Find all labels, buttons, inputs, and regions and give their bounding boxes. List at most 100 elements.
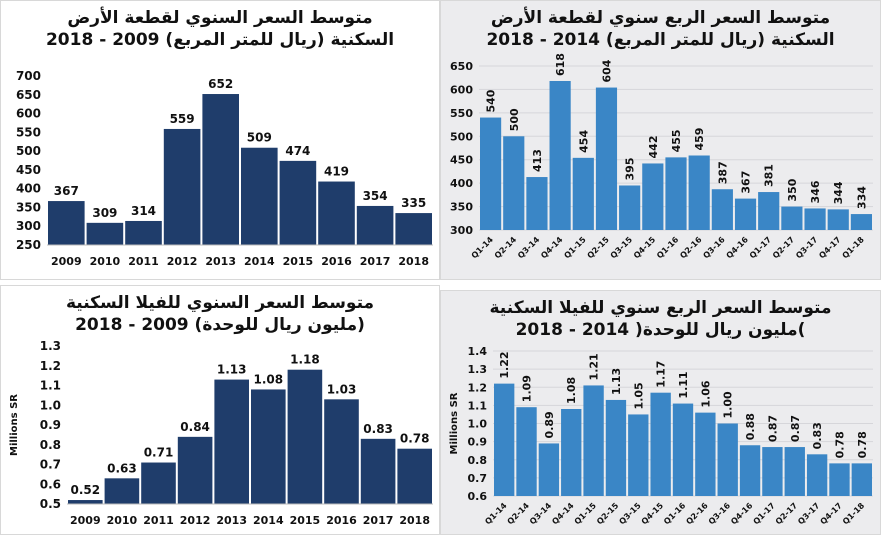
data-label: 0.78: [833, 431, 846, 458]
y-tick-label: 1.4: [468, 345, 488, 358]
data-label: 367: [740, 171, 753, 194]
data-label: 0.78: [856, 431, 869, 458]
x-tick-label: Q3-14: [528, 501, 554, 527]
x-tick-label: 2013: [216, 514, 247, 527]
x-tick-label: Q1-14: [470, 235, 496, 261]
bar: [104, 478, 140, 504]
x-tick-label: 2014: [244, 255, 275, 268]
x-tick-label: Q2-16: [684, 501, 710, 527]
bar: [572, 157, 594, 230]
x-tick-label: 2010: [90, 255, 121, 268]
bar: [688, 155, 710, 230]
y-tick-label: 0.7: [468, 472, 488, 485]
bar: [324, 399, 359, 504]
x-tick-label: 2015: [283, 255, 314, 268]
data-label: 0.83: [363, 422, 393, 436]
y-tick-label: 700: [16, 69, 41, 83]
chart-plot: 0.6 0.7 0.8 0.9 1.0 1.1 1.2 1.3 1.4 Millions SR 1.…: [449, 345, 873, 527]
y-tick-label: 0.9: [468, 436, 488, 449]
y-tick-label: 650: [450, 60, 473, 73]
x-tick-label: Q1-18: [841, 501, 867, 527]
y-tick-label: 0.8: [40, 438, 61, 452]
data-label: 1.17: [655, 361, 668, 388]
chart-plot: 300 350 400 450 500 550 600 650 540 Q1-14 500 Q2-14…: [450, 53, 873, 261]
bar: [850, 214, 872, 230]
x-tick-label: 2013: [205, 255, 236, 268]
x-tick-label: Q3-15: [609, 235, 635, 261]
x-tick-label: 2009: [51, 255, 82, 268]
chart-title: متوسط السعر السنوي للفيلا السكنية (مليون…: [1, 292, 439, 336]
data-label: 540: [485, 89, 498, 112]
x-tick-label: Q2-16: [678, 235, 704, 261]
chart-title-line2: )مليون ريال للوحدة( 2014 - 2018: [515, 320, 806, 340]
y-tick-label: 0.6: [468, 490, 488, 503]
x-tick-label: Q1-14: [483, 501, 509, 527]
x-tick-label: 2011: [143, 514, 174, 527]
y-tick-label: 400: [450, 177, 473, 190]
chart-title: متوسط السعر الربع سنوي لقطعة الأرض السكن…: [441, 7, 880, 51]
bar: [516, 407, 537, 496]
bar: [48, 201, 85, 245]
y-tick-label: 1.0: [40, 398, 61, 412]
x-tick-label: Q4-15: [640, 501, 666, 527]
y-tick-label: 450: [16, 163, 41, 177]
bar: [494, 383, 515, 496]
x-tick-label: Q4-15: [632, 235, 658, 261]
bar: [595, 87, 618, 230]
bar: [804, 208, 826, 230]
y-tick-label: 350: [450, 201, 473, 214]
bar: [665, 157, 687, 230]
data-label: 0.63: [107, 461, 137, 475]
data-label: 314: [131, 204, 156, 218]
data-label: 442: [647, 135, 660, 158]
x-tick-label: Q4-17: [817, 235, 842, 260]
y-tick-label: 0.6: [40, 477, 61, 491]
data-label: 1.00: [722, 391, 735, 418]
bar: [86, 222, 124, 245]
data-label: 1.08: [565, 377, 578, 404]
x-tick-label: Q1-18: [840, 235, 866, 261]
bar: [480, 117, 502, 230]
chart-plot: 0.5 0.6 0.7 0.8 0.9 1.0 1.1 1.2 1.3 Millions SR 0.…: [9, 339, 433, 527]
quarterly-villa-price-chart: متوسط السعر الربع سنوي للفيلا السكنية )م…: [440, 290, 881, 535]
annual-land-price-chart: متوسط السعر السنوي لقطعة الأرض السكنية (…: [0, 0, 440, 280]
x-tick-label: Q4-14: [550, 501, 576, 527]
x-tick-label: Q3-16: [701, 235, 727, 261]
bar: [806, 454, 828, 496]
data-label: 0.84: [180, 420, 210, 434]
data-label: 0.52: [70, 483, 100, 497]
data-label: 0.89: [543, 411, 556, 438]
data-label: 0.78: [400, 432, 430, 446]
x-tick-label: 2014: [253, 514, 284, 527]
chart-title-line2: السكنية (ريال للمتر المربع) 2014 - 2018: [486, 30, 835, 50]
data-label: 454: [577, 130, 590, 153]
data-label: 344: [832, 181, 845, 204]
bar: [695, 412, 716, 496]
x-tick-label: Q3-16: [707, 501, 733, 527]
data-label: 559: [170, 112, 195, 126]
y-tick-label: 500: [16, 144, 41, 158]
bar: [202, 94, 239, 245]
y-tick-label: 450: [450, 154, 473, 167]
data-label: 1.06: [699, 380, 712, 407]
bar: [762, 447, 783, 496]
bar: [214, 379, 249, 504]
x-tick-label: 2017: [363, 514, 394, 527]
x-tick-label: Q1-15: [562, 235, 588, 261]
x-tick-label: 2012: [167, 255, 198, 268]
data-label: 618: [554, 53, 567, 76]
y-tick-label: 550: [16, 125, 41, 139]
y-tick-label: 350: [16, 200, 41, 214]
y-tick-label: 600: [450, 83, 473, 96]
x-tick-label: Q2-15: [586, 235, 612, 261]
bar: [829, 463, 850, 496]
x-tick-label: Q3-17: [796, 501, 821, 526]
x-tick-label: Q2-14: [493, 235, 519, 261]
bar: [287, 369, 323, 504]
x-tick-label: 2010: [107, 514, 138, 527]
data-label: 1.18: [290, 353, 320, 367]
data-label: 1.13: [217, 363, 247, 377]
bar: [163, 128, 201, 245]
y-axis-label: Millions SR: [9, 394, 20, 456]
data-label: 1.05: [632, 382, 645, 409]
